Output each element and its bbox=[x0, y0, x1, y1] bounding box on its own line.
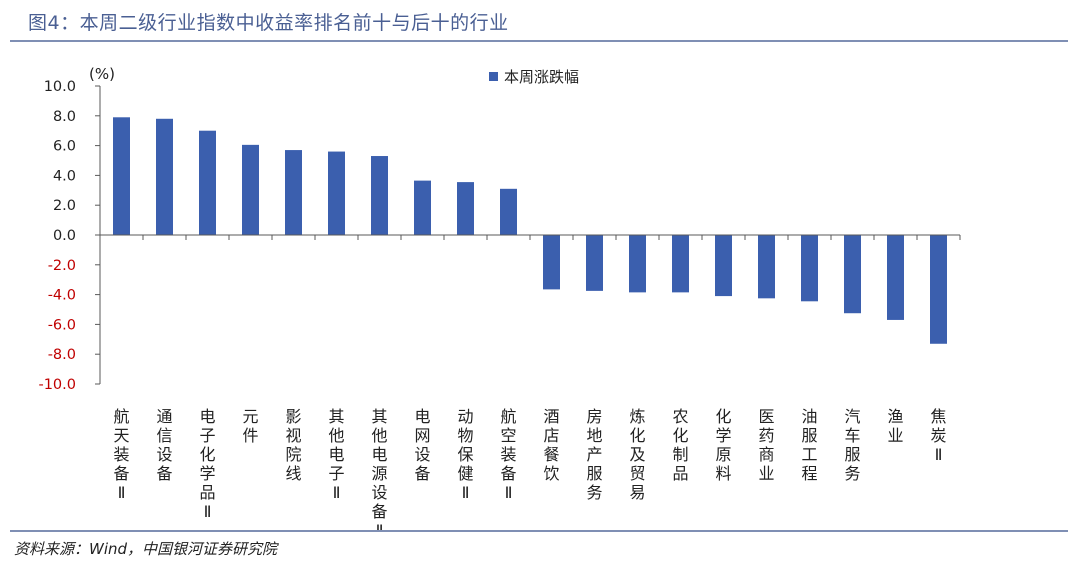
x-category-label: 动物保健 Ⅱ bbox=[457, 407, 473, 502]
figure-title: 图4：本周二级行业指数中收益率排名前十与后十的行业 bbox=[28, 12, 509, 34]
y-tick-label: -8.0 bbox=[48, 347, 76, 363]
x-category-label: 农化制品 bbox=[672, 407, 688, 483]
x-category-label: 航空装备 Ⅱ bbox=[500, 407, 516, 502]
bar bbox=[500, 188, 517, 235]
bar bbox=[629, 235, 646, 293]
bar bbox=[457, 182, 474, 235]
y-tick-label: -6.0 bbox=[48, 317, 76, 333]
x-category-label: 房地产服务 bbox=[586, 407, 602, 502]
bar bbox=[328, 151, 345, 235]
top-divider bbox=[10, 40, 1068, 42]
x-category-label: 酒店餐饮 bbox=[543, 407, 559, 483]
source-note: 资料来源：Wind，中国银河证券研究院 bbox=[14, 540, 278, 558]
bar bbox=[242, 144, 259, 235]
x-category-label: 渔业 bbox=[887, 407, 903, 445]
legend: 本周涨跌幅 bbox=[489, 68, 579, 86]
bar bbox=[844, 235, 861, 314]
y-tick-label: -2.0 bbox=[48, 258, 76, 274]
x-category-label: 通信设备 bbox=[156, 407, 172, 483]
y-tick-label: 0.0 bbox=[53, 228, 76, 244]
x-category-label: 电子化学品 Ⅱ bbox=[199, 407, 215, 521]
bar bbox=[801, 235, 818, 302]
legend-label: 本周涨跌幅 bbox=[504, 68, 579, 86]
bar bbox=[715, 235, 732, 297]
y-tick-label: 4.0 bbox=[53, 168, 76, 184]
bottom-divider bbox=[10, 530, 1068, 532]
x-category-label: 元件 bbox=[242, 407, 258, 445]
bar bbox=[371, 156, 388, 235]
bar bbox=[930, 235, 947, 344]
bar bbox=[672, 235, 689, 293]
bar bbox=[586, 235, 603, 291]
y-tick-label: -10.0 bbox=[38, 377, 76, 393]
x-category-label: 汽车服务 bbox=[844, 407, 860, 483]
bar-chart: 10.0 8.0 6.0 4.0 2.0 0.0 -2.0 -4.0 -6.0 -8.0 -10.0… bbox=[38, 65, 961, 530]
bar bbox=[758, 235, 775, 299]
bar bbox=[156, 118, 173, 235]
y-tick-label: 2.0 bbox=[53, 198, 76, 214]
y-tick-label: 6.0 bbox=[53, 139, 76, 155]
y-tick-label: 10.0 bbox=[44, 79, 76, 95]
bar bbox=[887, 235, 904, 320]
x-category-label: 其他电源设备Ⅱ bbox=[371, 407, 387, 530]
x-category-label: 油服工程 bbox=[801, 407, 817, 483]
x-category-label: 航天装备 Ⅱ bbox=[113, 407, 129, 502]
y-tick-label: 8.0 bbox=[53, 109, 76, 125]
x-category-label: 焦炭 Ⅱ bbox=[930, 407, 946, 464]
y-unit-label: (%) bbox=[89, 65, 115, 83]
bar bbox=[414, 180, 431, 235]
bar bbox=[543, 235, 560, 290]
bar bbox=[199, 130, 216, 235]
bar bbox=[113, 117, 130, 235]
y-tick-label: -4.0 bbox=[48, 288, 76, 304]
legend-swatch bbox=[489, 72, 498, 81]
x-category-label: 化学原料 bbox=[715, 407, 731, 483]
y-axis: 10.0 8.0 6.0 4.0 2.0 0.0 -2.0 -4.0 -6.0 -8.0 -10.0 bbox=[38, 79, 101, 393]
x-category-label: 其他电子 Ⅱ bbox=[328, 407, 344, 502]
x-category-label: 医药商业 bbox=[758, 407, 774, 483]
bar bbox=[285, 150, 302, 235]
x-category-label: 炼化及贸易 bbox=[629, 407, 645, 502]
bars bbox=[113, 117, 947, 344]
x-category-label: 影视院线 bbox=[285, 407, 301, 483]
x-category-label: 电网设备 bbox=[414, 407, 430, 483]
